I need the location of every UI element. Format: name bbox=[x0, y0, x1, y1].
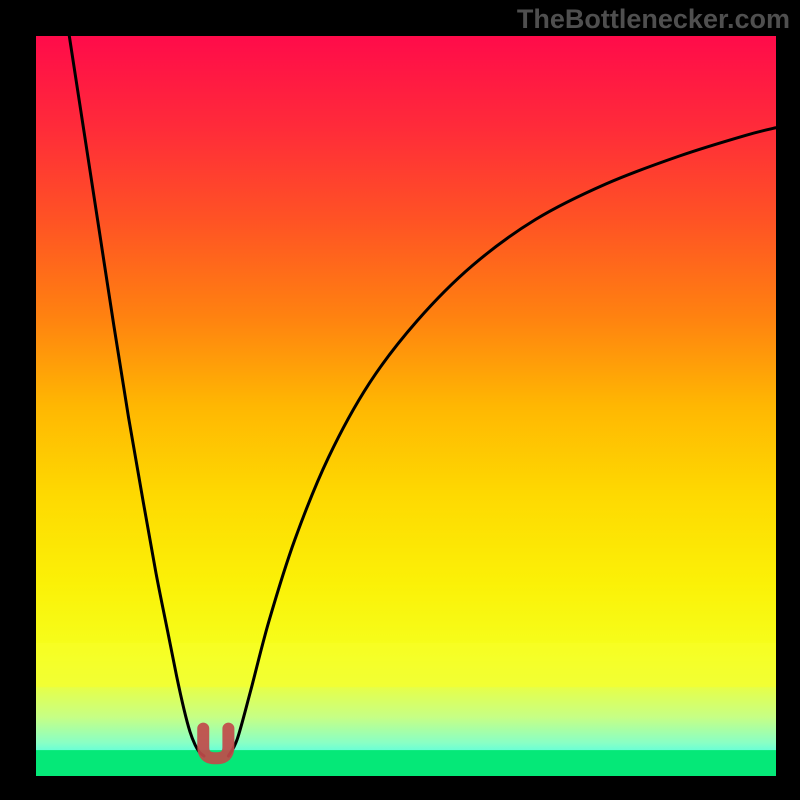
bottleneck-chart bbox=[36, 36, 776, 776]
watermark-text: TheBottlenecker.com bbox=[517, 4, 790, 35]
chart-container: TheBottlenecker.com bbox=[0, 0, 800, 800]
yellow-band bbox=[36, 643, 776, 687]
green-band bbox=[36, 750, 776, 776]
